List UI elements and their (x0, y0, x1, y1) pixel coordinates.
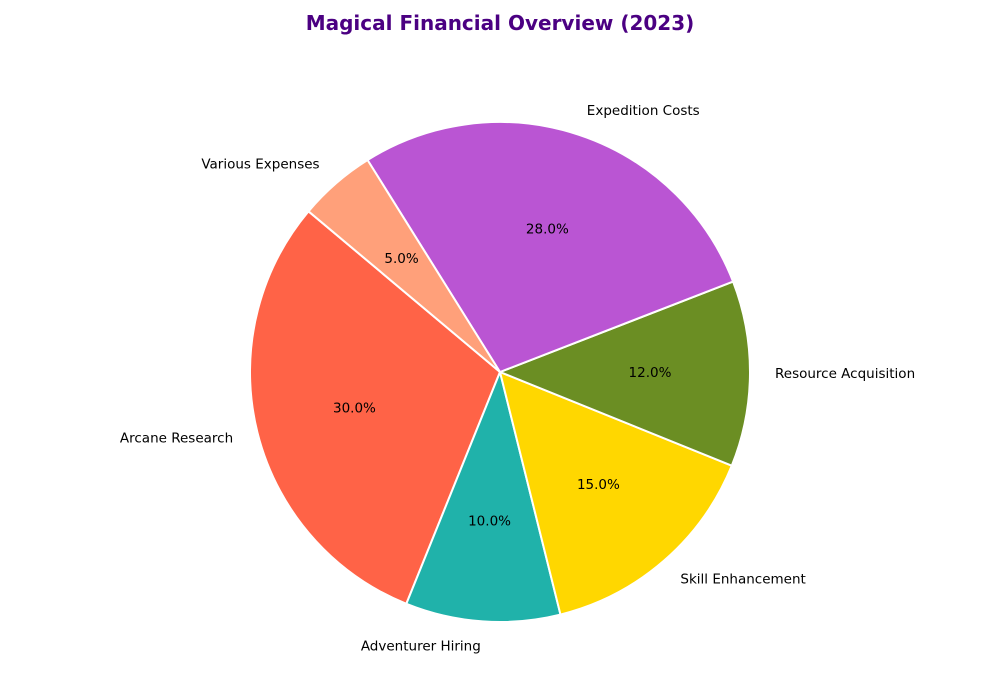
pie-slices (249, 121, 751, 623)
pie-slice-arcane-research (249, 210, 501, 605)
slice-percent-skill-enhancement: 15.0% (577, 477, 620, 493)
chart-title: Magical Financial Overview (2023) (305, 11, 695, 35)
slice-label-skill-enhancement: Skill Enhancement (680, 572, 805, 588)
slice-percent-various-expenses: 5.0% (384, 251, 418, 267)
slice-label-adventurer-hiring: Adventurer Hiring (361, 638, 481, 654)
slice-percent-resource-acquisition: 12.0% (629, 365, 672, 381)
slice-label-arcane-research: Arcane Research (120, 431, 233, 447)
pie-slice-resource-acquisition (499, 280, 751, 467)
slice-percent-expedition-costs: 28.0% (526, 222, 569, 238)
slice-percent-arcane-research: 30.0% (333, 400, 376, 416)
pie-labels: Arcane Research 30.0% Adventurer Hiring 10.… (120, 103, 915, 654)
slice-label-various-expenses: Various Expenses (201, 156, 319, 172)
pie-slice-various-expenses (307, 158, 501, 373)
pie-slice-skill-enhancement (499, 371, 733, 616)
slice-percent-adventurer-hiring: 10.0% (468, 514, 511, 530)
slice-label-expedition-costs: Expedition Costs (587, 103, 700, 119)
slice-label-resource-acquisition: Resource Acquisition (775, 366, 915, 382)
pie-slice-adventurer-hiring (405, 371, 562, 623)
pie-slice-expedition-costs (366, 121, 735, 373)
